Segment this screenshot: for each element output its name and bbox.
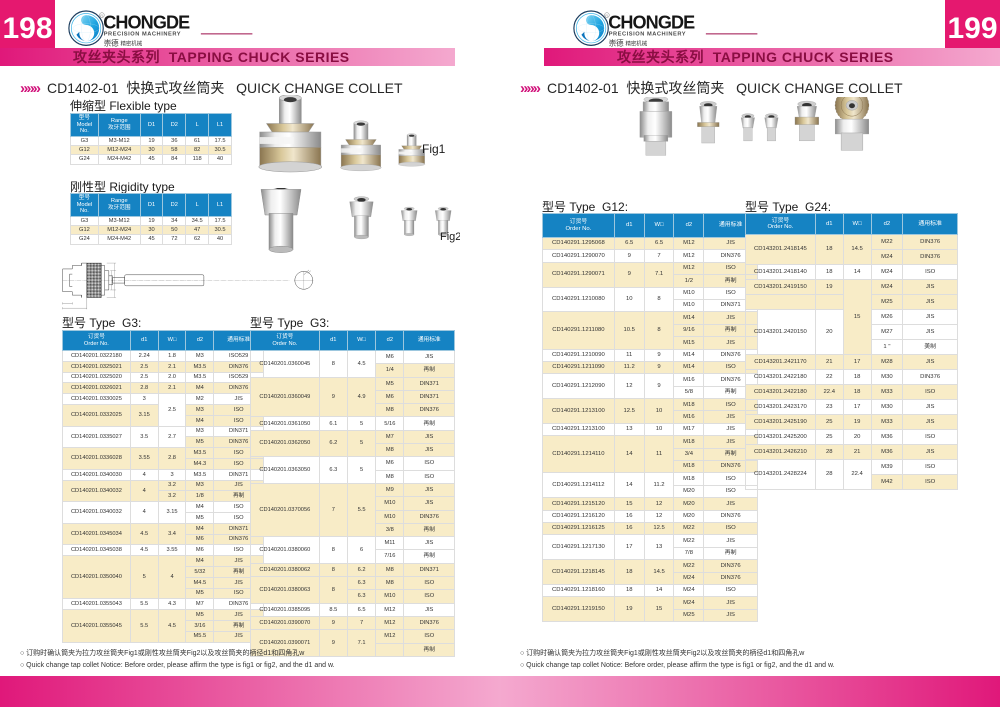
svg-text:CHONGDE: CHONGDE: [103, 13, 190, 33]
svg-text:PRECISION MACHINERY: PRECISION MACHINERY: [104, 32, 181, 38]
svg-text:Fig2: Fig2: [440, 231, 460, 243]
svg-text:Fig1: Fig1: [422, 142, 446, 156]
svg-text:CHONGDE: CHONGDE: [608, 13, 695, 33]
svg-text:PRECISION MACHINERY: PRECISION MACHINERY: [609, 32, 686, 38]
